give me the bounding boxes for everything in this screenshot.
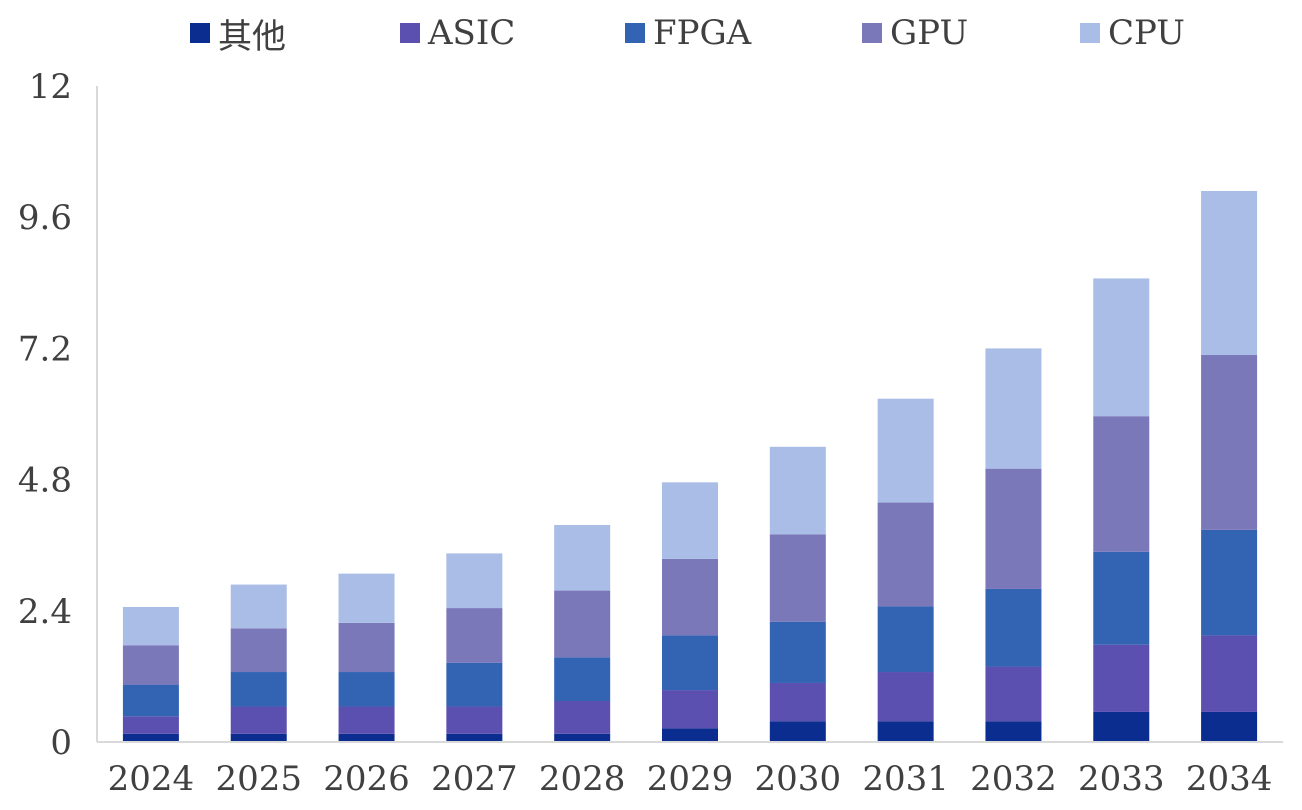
bar-2027-asic — [446, 706, 503, 734]
legend-label-cpu: CPU — [1108, 13, 1185, 53]
bar-2024-cpu — [122, 606, 179, 646]
bar-2027-cpu — [446, 553, 503, 609]
y-tick-label: 7.2 — [18, 329, 72, 369]
x-tick-label: 2027 — [431, 759, 518, 799]
legend-item-cpu: CPU — [1080, 10, 1185, 56]
legend-swatch-asic — [400, 23, 420, 43]
legend: 其他 ASIC FPGA GPU CPU — [0, 10, 1302, 57]
legend-label-fpga: FPGA — [653, 13, 752, 53]
x-tick-label: 2026 — [323, 759, 410, 799]
bar-2029-fpga — [662, 635, 718, 691]
y-tick-label: 0 — [50, 723, 72, 763]
legend-item-other: 其他 — [190, 10, 286, 57]
bar-2031-fpga — [877, 606, 934, 673]
bar-2026-fpga — [338, 672, 395, 707]
legend-item-gpu: GPU — [862, 10, 968, 56]
bar-2030-gpu — [769, 534, 826, 622]
bar-2034-gpu — [1201, 354, 1258, 530]
bar-2028-gpu — [554, 590, 611, 658]
bars-group — [122, 190, 1258, 742]
y-tick-label: 9.6 — [18, 198, 72, 238]
bar-2029-other — [662, 728, 718, 742]
bar-2025-asic — [230, 706, 287, 734]
legend-item-fpga: FPGA — [625, 10, 751, 56]
bar-2033-asic — [1093, 644, 1150, 712]
bar-2032-cpu — [985, 348, 1042, 469]
bar-2024-gpu — [122, 645, 179, 685]
bar-2026-asic — [338, 706, 395, 734]
bar-2028-fpga — [554, 657, 611, 701]
x-tick-labels: 2024 2025 2026 2027 2028 2029 2030 2031 2032 2033… — [108, 759, 1273, 799]
bar-2031-other — [877, 721, 934, 742]
bar-2029-asic — [662, 690, 718, 729]
bar-2034-asic — [1201, 635, 1258, 712]
bar-2026-other — [338, 733, 395, 742]
x-tick-label: 2028 — [539, 759, 626, 799]
y-tick-label: 4.8 — [18, 461, 72, 501]
bar-2028-other — [554, 733, 611, 742]
bar-2033-other — [1093, 711, 1150, 742]
bar-2024-fpga — [122, 684, 179, 717]
bar-2025-fpga — [230, 672, 287, 707]
bar-2027-other — [446, 733, 503, 742]
bar-2029-cpu — [662, 482, 718, 559]
bar-2025-cpu — [230, 584, 287, 629]
bar-2025-gpu — [230, 628, 287, 673]
legend-label-gpu: GPU — [890, 13, 969, 53]
legend-swatch-other — [190, 23, 210, 43]
bar-2026-gpu — [338, 622, 395, 673]
bar-2031-gpu — [877, 502, 934, 607]
bar-2029-gpu — [662, 558, 718, 636]
bar-2032-fpga — [985, 588, 1042, 667]
bar-2032-other — [985, 721, 1042, 742]
bar-2024-asic — [122, 716, 179, 734]
legend-item-asic: ASIC — [400, 10, 515, 56]
legend-swatch-fpga — [625, 23, 645, 43]
bar-2024-other — [122, 733, 179, 742]
x-tick-label: 2029 — [647, 759, 734, 799]
x-tick-label: 2030 — [755, 759, 842, 799]
x-tick-label: 2031 — [862, 759, 949, 799]
legend-label-asic: ASIC — [428, 13, 516, 53]
x-tick-label: 2025 — [215, 759, 302, 799]
bar-2031-cpu — [877, 398, 934, 503]
bar-2033-cpu — [1093, 278, 1150, 417]
bar-2028-cpu — [554, 524, 611, 591]
x-tick-label: 2032 — [970, 759, 1057, 799]
bar-2034-other — [1201, 711, 1258, 742]
x-tick-label: 2034 — [1186, 759, 1273, 799]
bar-2032-asic — [985, 666, 1042, 722]
bar-2034-cpu — [1201, 190, 1258, 355]
legend-swatch-cpu — [1080, 23, 1100, 43]
bar-2030-asic — [769, 682, 826, 722]
y-tick-labels: 0 2.4 4.8 7.2 9.6 12 — [18, 67, 72, 763]
bar-2032-gpu — [985, 468, 1042, 589]
bar-2030-fpga — [769, 621, 826, 683]
bar-2033-gpu — [1093, 416, 1150, 552]
legend-label-other: 其他 — [218, 16, 286, 57]
bar-2034-fpga — [1201, 529, 1258, 636]
y-tick-label: 2.4 — [18, 592, 72, 632]
bar-2030-cpu — [769, 446, 826, 535]
x-tick-label: 2024 — [108, 759, 195, 799]
bar-2033-fpga — [1093, 551, 1150, 645]
bar-2027-fpga — [446, 662, 503, 707]
x-tick-label: 2033 — [1078, 759, 1165, 799]
bar-2030-other — [769, 721, 826, 742]
bar-2026-cpu — [338, 573, 395, 623]
y-tick-label: 12 — [29, 67, 72, 107]
bar-2027-gpu — [446, 608, 503, 663]
bar-2025-other — [230, 733, 287, 742]
bar-2031-asic — [877, 672, 934, 722]
legend-swatch-gpu — [862, 23, 882, 43]
bar-2028-asic — [554, 701, 611, 734]
